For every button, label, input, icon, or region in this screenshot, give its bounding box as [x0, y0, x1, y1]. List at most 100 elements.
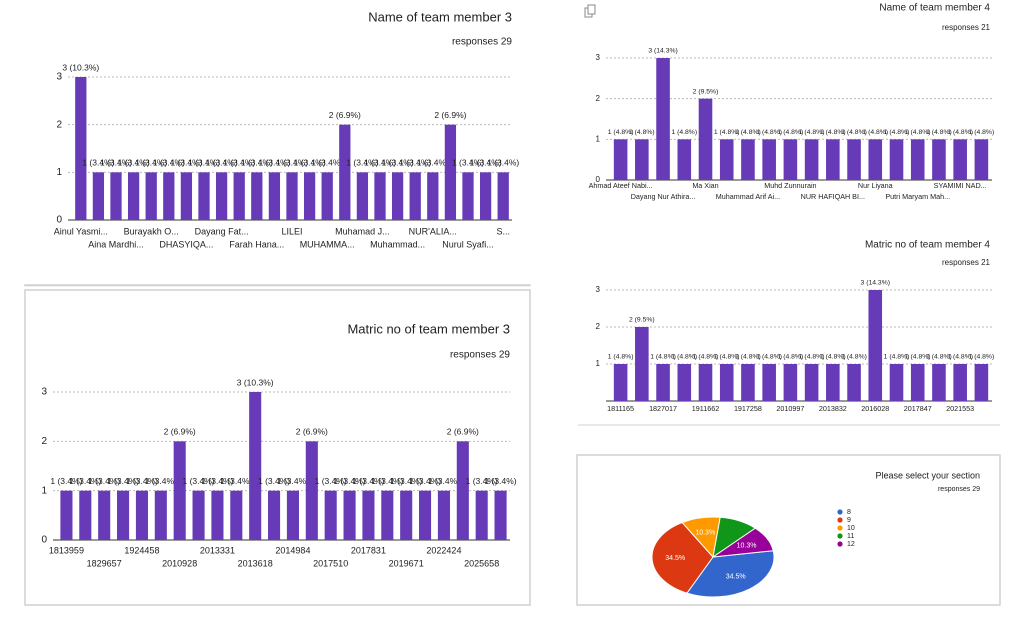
- bar: [783, 139, 798, 180]
- bar: [251, 172, 263, 220]
- y-tick-label: 3: [596, 53, 601, 62]
- legend-label: 11: [847, 533, 854, 540]
- bar: [249, 392, 262, 540]
- x-tick-label: 2014984: [275, 545, 310, 555]
- data-label: 1 (3.4%): [258, 476, 290, 486]
- copy-icon-front[interactable]: [587, 4, 596, 15]
- bar: [98, 490, 111, 540]
- data-label: 1 (3.4%): [390, 476, 422, 486]
- bar: [475, 490, 488, 540]
- bar: [409, 172, 421, 220]
- x-tick-label: Farah Hana...: [229, 239, 284, 249]
- x-tick-label: 2013832: [819, 404, 847, 413]
- x-tick-label: MUHAMMA...: [300, 239, 355, 249]
- bar: [180, 172, 193, 220]
- bar: [163, 172, 175, 220]
- data-label: 1 (3.4%): [170, 158, 202, 168]
- y-tick-label: 2: [41, 436, 47, 447]
- data-label: 1 (4.8%): [799, 354, 825, 361]
- bar: [92, 172, 105, 220]
- bar: [635, 139, 649, 180]
- bar: [303, 172, 316, 220]
- data-label: 1 (3.4%): [470, 158, 502, 168]
- bar: [613, 139, 628, 180]
- slice-label: 10.3%: [695, 530, 715, 537]
- data-label: 1 (3.4%): [334, 476, 366, 486]
- y-tick-label: 2: [596, 94, 601, 103]
- y-tick-label: 1: [41, 485, 47, 496]
- x-tick-label: 2010997: [776, 404, 804, 413]
- data-label: 1 (4.8%): [841, 129, 867, 136]
- data-label: 3 (14.3%): [861, 280, 890, 287]
- bar: [192, 490, 205, 540]
- bar: [889, 139, 904, 180]
- x-tick-label: 1813959: [49, 545, 84, 555]
- bar: [110, 172, 122, 220]
- data-label: 1 (3.4%): [145, 476, 177, 486]
- data-label: 1 (4.8%): [884, 354, 910, 361]
- bar: [391, 172, 404, 220]
- data-label: 2 (9.5%): [693, 88, 719, 95]
- data-label: 1 (4.8%): [756, 354, 782, 361]
- data-label: 1 (3.4%): [220, 476, 252, 486]
- bar: [635, 327, 649, 401]
- x-tick-label: Ma Xian: [692, 181, 718, 190]
- x-tick-label: 1811165: [607, 404, 634, 413]
- data-label: 1 (4.8%): [820, 129, 846, 136]
- data-label: 1 (3.4%): [135, 158, 167, 168]
- chart-title: Matric no of team member 4: [865, 240, 990, 251]
- pie-slice: [686, 550, 775, 598]
- bar: [847, 139, 861, 180]
- x-tick-label: 1827017: [649, 404, 677, 413]
- data-label: 1 (3.4%): [118, 158, 150, 168]
- x-tick-label: NUR'ALIA...: [409, 226, 457, 236]
- slice-label: 34.5%: [726, 574, 746, 581]
- data-label: 1 (3.4%): [183, 476, 215, 486]
- x-tick-label: 1924458: [124, 545, 159, 555]
- data-label: 1 (3.4%): [258, 158, 290, 168]
- bar: [117, 490, 130, 540]
- data-label: 1 (4.8%): [969, 129, 995, 136]
- copy-icon[interactable]: [584, 4, 596, 18]
- x-tick-label: 2013618: [238, 558, 273, 568]
- bar: [974, 364, 989, 401]
- data-label: 1 (3.4%): [382, 158, 414, 168]
- bar: [173, 441, 186, 540]
- data-label: 1 (3.4%): [241, 158, 273, 168]
- data-label: 2 (6.9%): [434, 110, 466, 120]
- x-tick-label: Dayang Fat...: [195, 226, 249, 236]
- data-label: 1 (3.4%): [311, 158, 343, 168]
- data-label: 1 (3.4%): [485, 476, 517, 486]
- data-label: 1 (4.8%): [905, 354, 931, 361]
- legend-swatch: [837, 525, 843, 531]
- bar: [719, 364, 734, 401]
- bar: [783, 364, 798, 401]
- y-tick-label: 0: [41, 535, 47, 546]
- data-label: 1 (3.4%): [223, 158, 255, 168]
- data-label: 1 (4.8%): [778, 129, 804, 136]
- bar: [233, 172, 245, 220]
- data-label: 1 (3.4%): [188, 158, 220, 168]
- data-label: 1 (4.8%): [884, 129, 910, 136]
- bar: [427, 172, 439, 220]
- legend-swatch: [837, 541, 843, 547]
- data-label: 1 (3.4%): [88, 476, 120, 486]
- bar: [356, 172, 369, 220]
- bar: [198, 172, 210, 220]
- x-tick-label: Muhd Zunnurain: [764, 181, 816, 190]
- x-tick-label: Putri Maryam Mah...: [885, 192, 950, 201]
- slice-label: 10.3%: [737, 542, 757, 549]
- bar: [868, 290, 883, 401]
- bar: [381, 490, 394, 540]
- y-tick-label: 3: [596, 285, 601, 294]
- x-tick-label: 2025658: [464, 558, 499, 568]
- bar: [698, 98, 713, 180]
- data-label: 3 (14.3%): [648, 48, 677, 55]
- data-label: 1 (3.4%): [409, 476, 441, 486]
- data-label: 2 (6.9%): [447, 427, 479, 437]
- chart-title: Please select your section: [875, 470, 980, 480]
- panel-divider: [24, 284, 531, 287]
- legend-label: 10: [847, 525, 855, 532]
- bar: [804, 364, 819, 401]
